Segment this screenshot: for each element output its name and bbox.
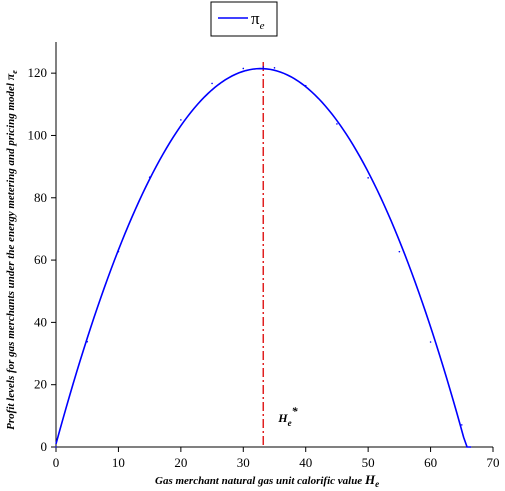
- x-axis-title-text: Gas merchant natural gas unit calorific …: [155, 475, 362, 487]
- y-axis-title: Profit levels for gas merchants under th…: [3, 70, 19, 430]
- data-point: [273, 67, 276, 69]
- y-tick-label: 60: [34, 252, 47, 267]
- x-axis-title: Gas merchant natural gas unit calorific …: [155, 472, 379, 489]
- legend: πe: [210, 1, 278, 37]
- series-group: [55, 66, 472, 448]
- y-axis-title-symbol: π: [3, 73, 17, 80]
- x-tick-label: 0: [53, 455, 60, 470]
- y-tick-label: 120: [28, 65, 48, 80]
- x-tick-label: 10: [112, 455, 125, 470]
- y-tick-label: 100: [28, 127, 48, 142]
- data-point: [469, 446, 472, 448]
- optimum-label-subscript: e: [288, 418, 292, 428]
- data-point: [211, 82, 213, 85]
- data-point: [336, 123, 338, 125]
- legend-box: [210, 1, 278, 37]
- data-point: [86, 340, 89, 343]
- x-tick-label: 30: [237, 455, 250, 470]
- legend-symbol: π: [251, 9, 260, 28]
- y-axis-title-text: Profit levels for gas merchants under th…: [5, 82, 17, 430]
- data-point: [304, 84, 307, 87]
- data-point: [262, 66, 265, 68]
- x-axis-title-subscript: e: [375, 479, 379, 489]
- y-tick-label: 80: [34, 190, 47, 205]
- data-point: [460, 424, 463, 426]
- x-tick-label: 20: [174, 455, 187, 470]
- data-point: [55, 446, 57, 448]
- x-axis-title-symbol: H: [364, 472, 376, 487]
- x-tick-label: 50: [362, 455, 375, 470]
- y-axis-title-subscript: e: [10, 70, 19, 74]
- optimum-label-superscript: *: [292, 404, 299, 418]
- series-line-0: [55, 67, 471, 448]
- data-point: [398, 250, 401, 253]
- y-tick-label: 20: [34, 377, 47, 392]
- x-ticks: 0 10 20 30 40 50 60 70: [53, 447, 500, 470]
- data-point: [180, 119, 182, 121]
- x-tick-label: 70: [487, 455, 500, 470]
- data-point: [367, 177, 369, 179]
- optimum-label-symbol: H: [277, 411, 288, 425]
- data-point: [117, 250, 120, 253]
- x-tick-label: 60: [424, 455, 437, 470]
- data-point: [242, 67, 245, 70]
- legend-subscript: e: [260, 20, 265, 32]
- x-tick-label: 40: [299, 455, 312, 470]
- optimum-marker: He*: [262, 62, 299, 447]
- data-point: [429, 341, 432, 343]
- optimum-label: He*: [277, 404, 298, 428]
- y-tick-label: 40: [34, 314, 47, 329]
- data-point: [148, 176, 151, 179]
- y-ticks: 0 20 40 60 80 100 120: [28, 65, 56, 454]
- legend-label: πe: [251, 9, 265, 32]
- y-tick-label: 0: [41, 439, 48, 454]
